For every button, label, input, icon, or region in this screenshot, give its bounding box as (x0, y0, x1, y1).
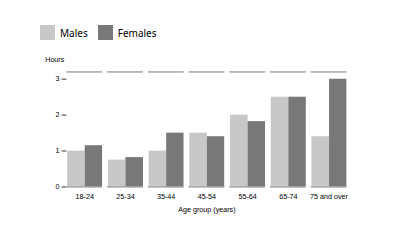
svg-text:Age group (years): Age group (years) (178, 206, 235, 214)
svg-text:18-24: 18-24 (76, 193, 94, 201)
svg-text:25-34: 25-34 (116, 193, 134, 201)
svg-text:Hours: Hours (45, 56, 65, 64)
html-text:Females: Females (117, 25, 157, 40)
svg-text:45-54: 45-54 (198, 193, 216, 201)
html-text:Males: Males (60, 25, 88, 40)
svg-text:1: 1 (56, 147, 60, 155)
svg-text:3: 3 (56, 75, 60, 83)
svg-text:35-44: 35-44 (157, 193, 175, 201)
svg-text:75 and over: 75 and over (310, 193, 348, 201)
svg-text:2: 2 (56, 111, 60, 119)
svg-text:65-74: 65-74 (279, 193, 297, 201)
svg-text:0: 0 (56, 183, 60, 191)
svg-text:55-64: 55-64 (238, 193, 256, 201)
